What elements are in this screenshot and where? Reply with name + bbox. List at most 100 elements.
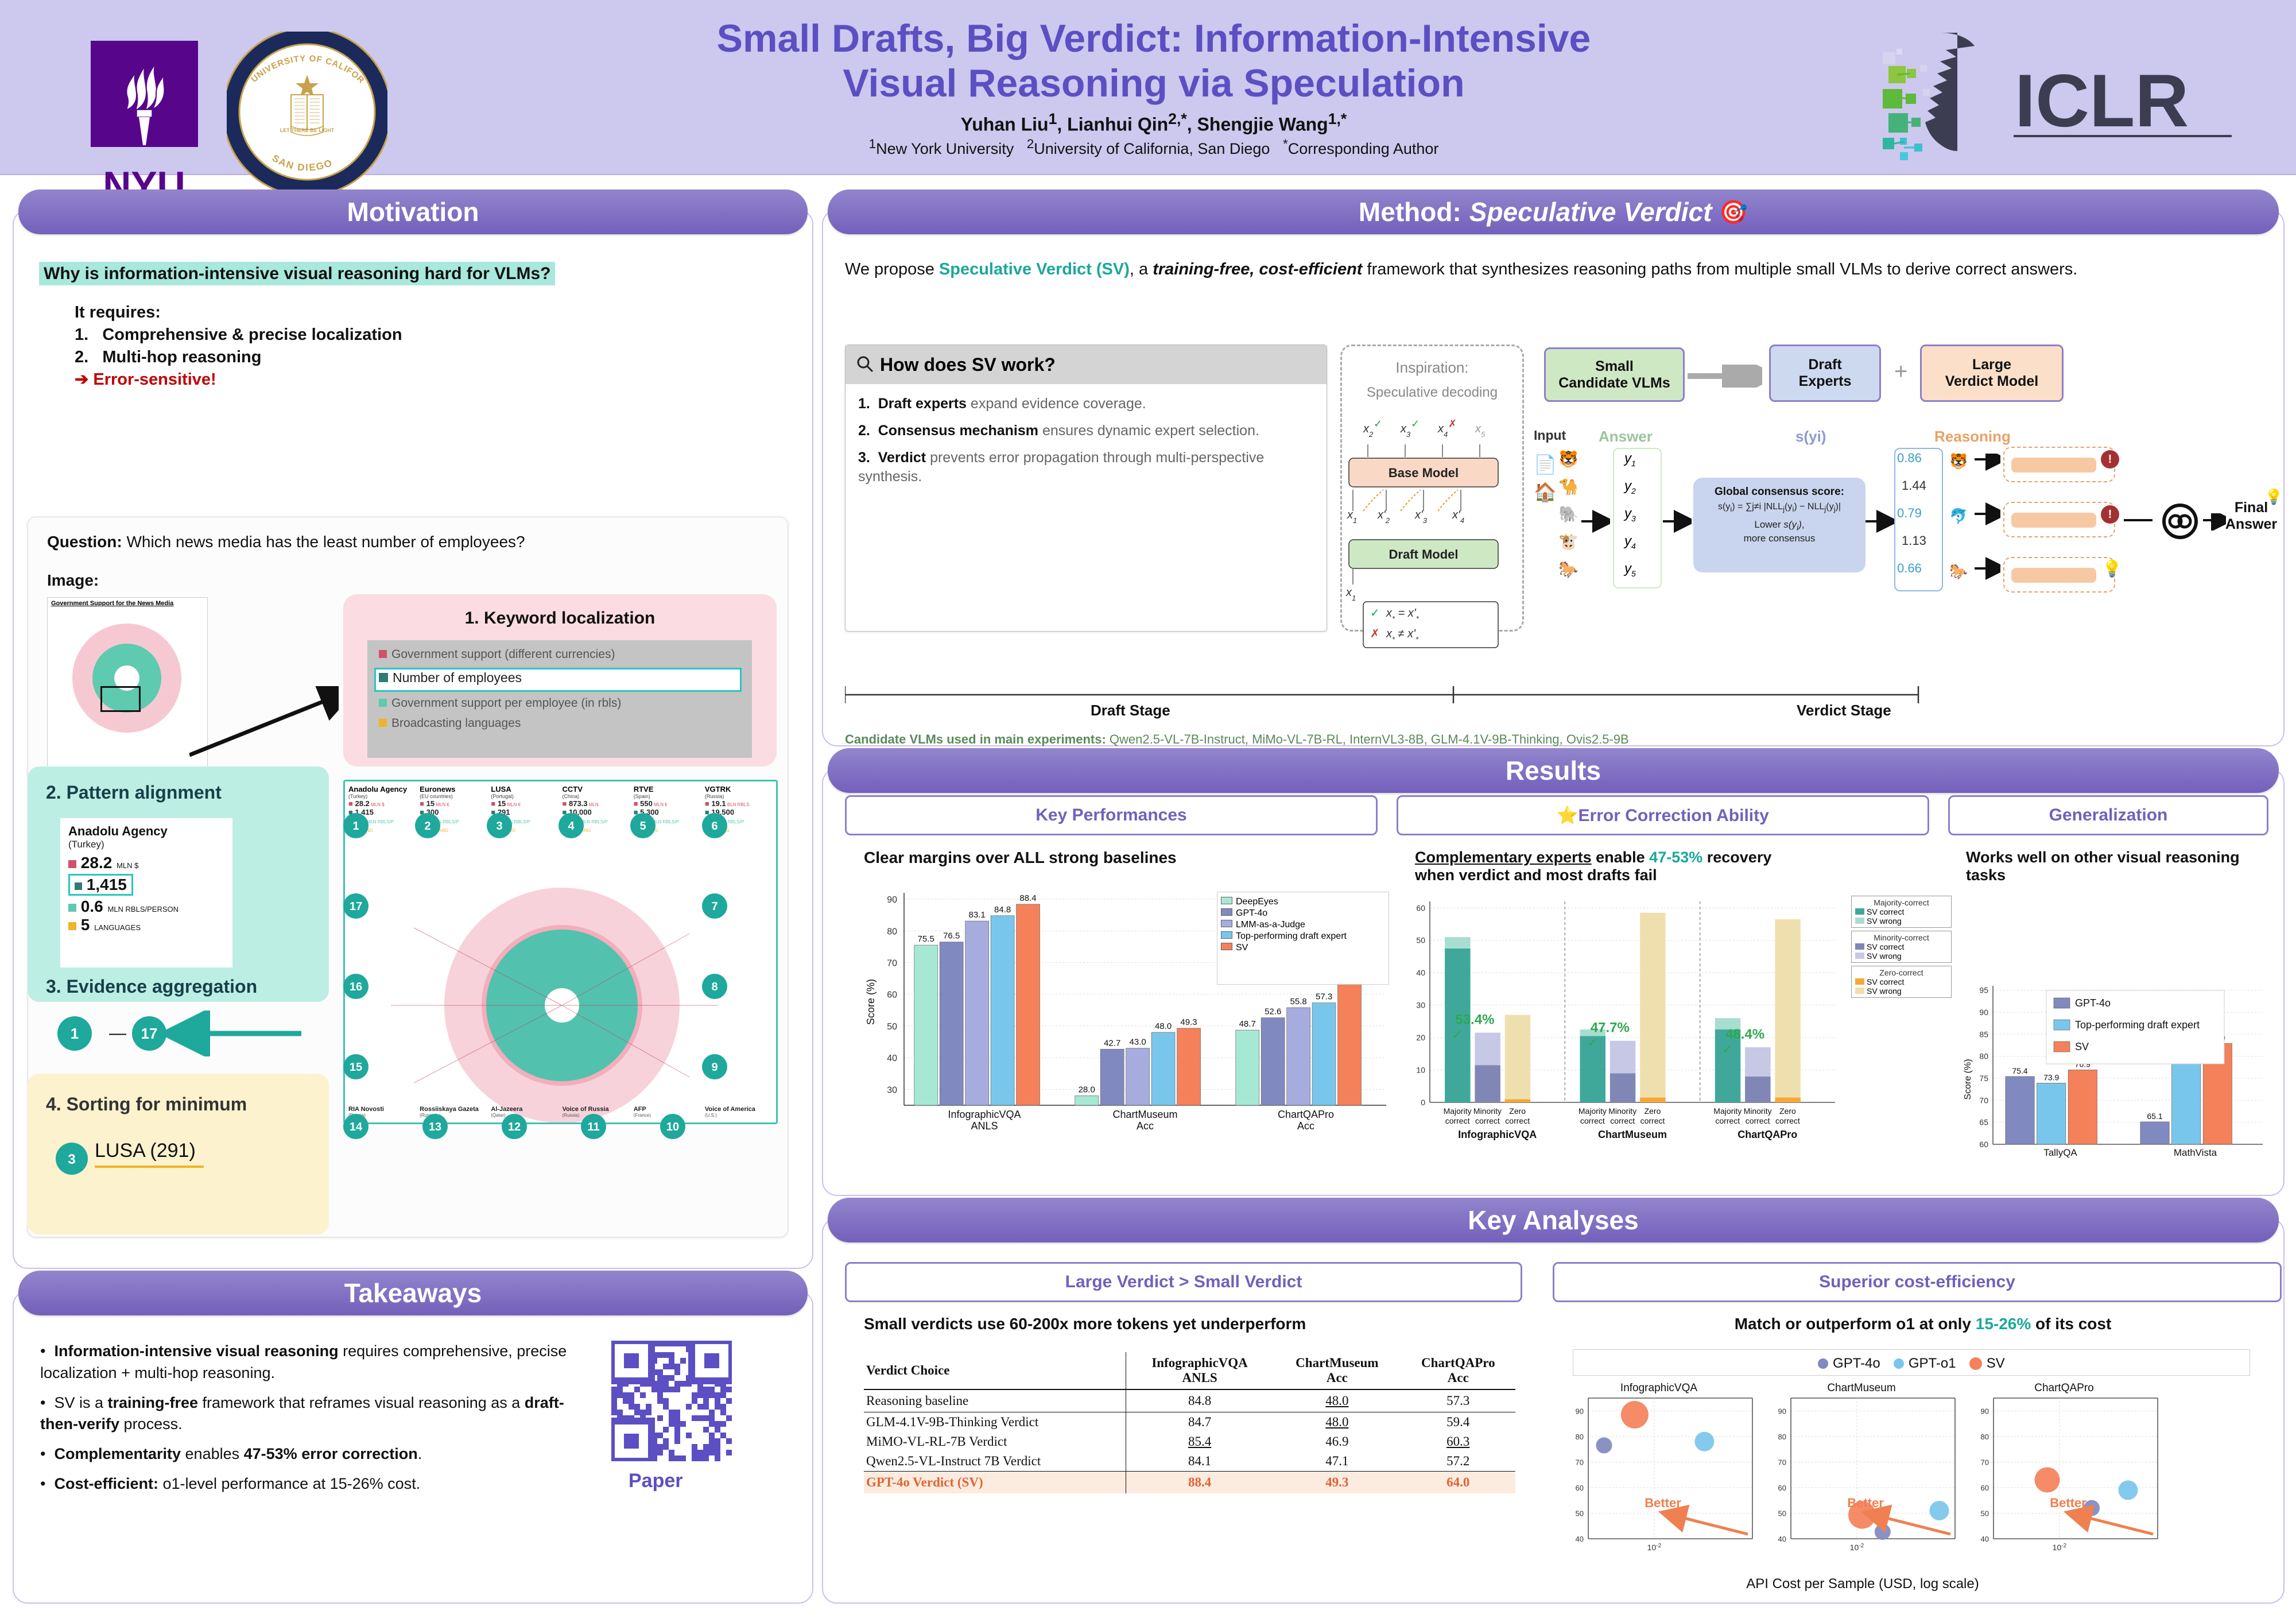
svg-text:x1: x1 xyxy=(1345,586,1356,602)
svg-text:ChartMuseum: ChartMuseum xyxy=(1112,1109,1177,1120)
svg-text:40: 40 xyxy=(1981,1535,1989,1543)
svg-text:SV: SV xyxy=(2075,1041,2089,1052)
svg-text:Top-performing draft expert: Top-performing draft expert xyxy=(2075,1019,2200,1031)
svg-text:76.5: 76.5 xyxy=(943,931,960,941)
svg-text:80: 80 xyxy=(1979,1052,1988,1061)
svg-text:60: 60 xyxy=(1981,1484,1989,1492)
svg-text:correct: correct xyxy=(1715,1116,1740,1125)
svg-text:x'4: x'4 xyxy=(1452,509,1464,525)
svg-text:InfographicVQA: InfographicVQA xyxy=(1458,1129,1537,1140)
svg-text:80: 80 xyxy=(1576,1433,1584,1441)
svg-text:ICLR: ICLR xyxy=(2015,59,2189,142)
svg-text:48.0: 48.0 xyxy=(1155,1021,1172,1031)
svg-text:30: 30 xyxy=(887,1085,897,1095)
svg-text:✓: ✓ xyxy=(1374,418,1382,429)
svg-text:49.3: 49.3 xyxy=(1180,1017,1197,1027)
svg-text:correct: correct xyxy=(1775,1116,1800,1125)
svg-text:83.1: 83.1 xyxy=(968,910,985,920)
svg-text:47.7%: 47.7% xyxy=(1591,1020,1630,1036)
svg-text:80: 80 xyxy=(887,927,897,936)
svg-text:correct: correct xyxy=(1746,1116,1770,1125)
svg-text:MathVista: MathVista xyxy=(2174,1147,2217,1158)
svg-text:85: 85 xyxy=(1979,1029,1988,1039)
svg-text:10-2: 10-2 xyxy=(1647,1543,1662,1553)
svg-text:50: 50 xyxy=(887,1022,897,1032)
svg-text:75.5: 75.5 xyxy=(918,934,934,944)
svg-text:70: 70 xyxy=(1576,1458,1584,1466)
svg-text:Draft Model: Draft Model xyxy=(1389,547,1459,562)
svg-text:90: 90 xyxy=(1778,1407,1786,1415)
svg-text:90: 90 xyxy=(887,895,897,905)
svg-text:GPT-4o: GPT-4o xyxy=(2075,997,2111,1009)
svg-text:90: 90 xyxy=(1576,1407,1584,1415)
svg-text:—: — xyxy=(109,1024,126,1043)
svg-text:ChartMuseum: ChartMuseum xyxy=(1827,1382,1895,1394)
svg-text:40: 40 xyxy=(1778,1535,1786,1543)
svg-text:42.7: 42.7 xyxy=(1104,1038,1120,1048)
svg-text:ChartQAPro: ChartQAPro xyxy=(1737,1129,1797,1140)
svg-text:ChartMuseum: ChartMuseum xyxy=(1598,1129,1667,1140)
svg-text:✗: ✗ xyxy=(1448,418,1457,429)
svg-text:Score (%): Score (%) xyxy=(865,979,876,1025)
svg-text:Score (%): Score (%) xyxy=(1963,1059,1973,1100)
svg-text:90: 90 xyxy=(1979,1008,1988,1017)
svg-text:x'2: x'2 xyxy=(1377,509,1390,525)
svg-text:70: 70 xyxy=(1778,1458,1786,1466)
svg-text:✓: ✓ xyxy=(1452,1028,1462,1042)
svg-text:50: 50 xyxy=(1416,936,1425,945)
svg-text:50: 50 xyxy=(1576,1509,1584,1518)
svg-text:Minority: Minority xyxy=(1608,1106,1636,1116)
svg-text:70: 70 xyxy=(887,959,897,969)
svg-text:InfographicVQA: InfographicVQA xyxy=(1620,1382,1697,1394)
svg-text:95: 95 xyxy=(1979,986,1988,995)
svg-text:correct: correct xyxy=(1475,1116,1500,1125)
svg-text:x'3: x'3 xyxy=(1414,509,1428,525)
svg-text:correct: correct xyxy=(1580,1116,1605,1125)
svg-text:Majority: Majority xyxy=(1578,1106,1607,1116)
svg-text:40: 40 xyxy=(887,1054,897,1063)
svg-text:✓: ✓ xyxy=(1370,607,1380,620)
svg-text:10-2: 10-2 xyxy=(1850,1543,1864,1553)
svg-text:57.3: 57.3 xyxy=(1316,992,1332,1002)
svg-text:x1: x1 xyxy=(1347,509,1357,525)
svg-text:0: 0 xyxy=(1421,1098,1425,1107)
svg-text:73.9: 73.9 xyxy=(2043,1073,2059,1082)
svg-text:84.8: 84.8 xyxy=(994,905,1011,915)
svg-text:Base Model: Base Model xyxy=(1389,466,1459,480)
svg-text:60: 60 xyxy=(1979,1140,1988,1149)
svg-text:90: 90 xyxy=(1981,1407,1989,1415)
svg-text:1: 1 xyxy=(71,1025,79,1042)
svg-text:correct: correct xyxy=(1640,1116,1665,1125)
svg-text:✓: ✓ xyxy=(1411,418,1420,429)
svg-text:InfographicVQA: InfographicVQA xyxy=(948,1109,1021,1120)
svg-text:53.4%: 53.4% xyxy=(1455,1012,1494,1028)
svg-text:x4: x4 xyxy=(1437,423,1448,439)
svg-text:TallyQA: TallyQA xyxy=(2043,1147,2077,1158)
svg-text:20: 20 xyxy=(1416,1033,1425,1042)
svg-text:40: 40 xyxy=(1576,1535,1584,1543)
svg-text:60: 60 xyxy=(1576,1484,1584,1492)
svg-text:52.6: 52.6 xyxy=(1265,1007,1281,1017)
svg-text:17: 17 xyxy=(141,1025,158,1042)
svg-text:88.4: 88.4 xyxy=(1019,893,1036,903)
svg-text:48.7: 48.7 xyxy=(1239,1019,1256,1029)
svg-text:Acc: Acc xyxy=(1297,1120,1314,1132)
svg-text:3: 3 xyxy=(68,1152,75,1167)
svg-text:x3: x3 xyxy=(1400,423,1411,439)
svg-text:60: 60 xyxy=(1416,903,1425,912)
svg-text:✓: ✓ xyxy=(1587,1036,1597,1050)
svg-text:80: 80 xyxy=(1981,1433,1989,1441)
svg-text:50: 50 xyxy=(1981,1509,1989,1518)
svg-text:✗: ✗ xyxy=(1370,628,1380,640)
svg-text:80: 80 xyxy=(1778,1433,1786,1441)
svg-text:48.4%: 48.4% xyxy=(1725,1027,1764,1042)
svg-text:65: 65 xyxy=(1979,1118,1988,1127)
svg-text:60: 60 xyxy=(1778,1484,1786,1492)
svg-text:✓: ✓ xyxy=(1722,1042,1732,1056)
svg-text:LET THERE BE LIGHT: LET THERE BE LIGHT xyxy=(280,127,335,133)
svg-text:correct: correct xyxy=(1610,1116,1635,1125)
svg-text:43.0: 43.0 xyxy=(1129,1038,1146,1047)
svg-text:correct: correct xyxy=(1445,1116,1470,1125)
svg-text:40: 40 xyxy=(1416,968,1425,977)
svg-text:60: 60 xyxy=(887,990,897,1000)
